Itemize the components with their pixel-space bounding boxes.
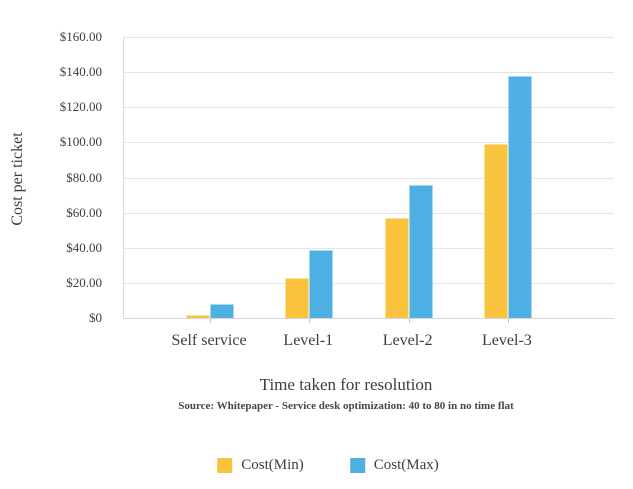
- bar-cost-max-level-3: [507, 75, 532, 318]
- legend: Cost(Min) Cost(Max): [217, 457, 439, 474]
- bar-cost-min-self-service: [186, 314, 210, 318]
- x-axis-category-label-self-service: Self service: [171, 332, 247, 349]
- y-axis-tick-label: $100.00: [59, 134, 102, 150]
- gridline-140: [124, 72, 614, 74]
- x-axis-tick: [210, 318, 211, 323]
- bar-cost-min-level-3: [483, 144, 508, 318]
- y-axis-tick-label: $20.00: [66, 274, 102, 290]
- y-axis-tick-label: $0: [89, 310, 102, 325]
- legend-swatch-cost-min: [217, 458, 233, 473]
- y-axis-tick-label: $160.00: [59, 29, 102, 44]
- x-axis-category-label-level-3: Level-3: [482, 332, 532, 349]
- y-axis-tick-label: $40.00: [66, 239, 102, 255]
- gridline-40: [124, 247, 614, 249]
- x-axis-tick: [309, 318, 311, 323]
- plot-area: [123, 37, 614, 323]
- gridline-120: [124, 107, 614, 109]
- bar-cost-min-level-1: [285, 277, 310, 318]
- x-axis-tick: [507, 318, 509, 323]
- gridline-100: [124, 142, 614, 144]
- gridline-60: [124, 212, 614, 214]
- bar-cost-max-level-2: [408, 184, 433, 318]
- legend-label: Cost(Max): [373, 457, 439, 473]
- bar-cost-max-self-service: [210, 303, 234, 318]
- x-axis-category-label-level-2: Level-2: [382, 332, 433, 349]
- gridline-160: [124, 37, 614, 38]
- bar-cost-max-level-1: [309, 249, 334, 318]
- x-axis-title: Time taken for resolution: [259, 375, 433, 394]
- legend-swatch-cost-max: [349, 458, 365, 473]
- x-axis-category-label-level-1: Level-1: [283, 332, 334, 349]
- y-axis-tick-label: $80.00: [66, 169, 102, 185]
- gridline-80: [124, 177, 614, 179]
- legend-item-cost-max: Cost(Max): [349, 457, 439, 474]
- y-axis-tick-label: $140.00: [59, 64, 102, 80]
- legend-item-cost-min: Cost(Min): [217, 457, 304, 474]
- y-axis-tick-label: $120.00: [59, 99, 102, 115]
- bar-cost-min-level-2: [384, 217, 409, 318]
- legend-label: Cost(Min): [241, 457, 304, 473]
- x-axis-tick: [408, 318, 410, 323]
- y-axis-tick-label: $60.00: [66, 204, 102, 220]
- gridline-20: [124, 282, 614, 284]
- source-note: Source: Whitepaper - Service desk optimi…: [178, 400, 514, 412]
